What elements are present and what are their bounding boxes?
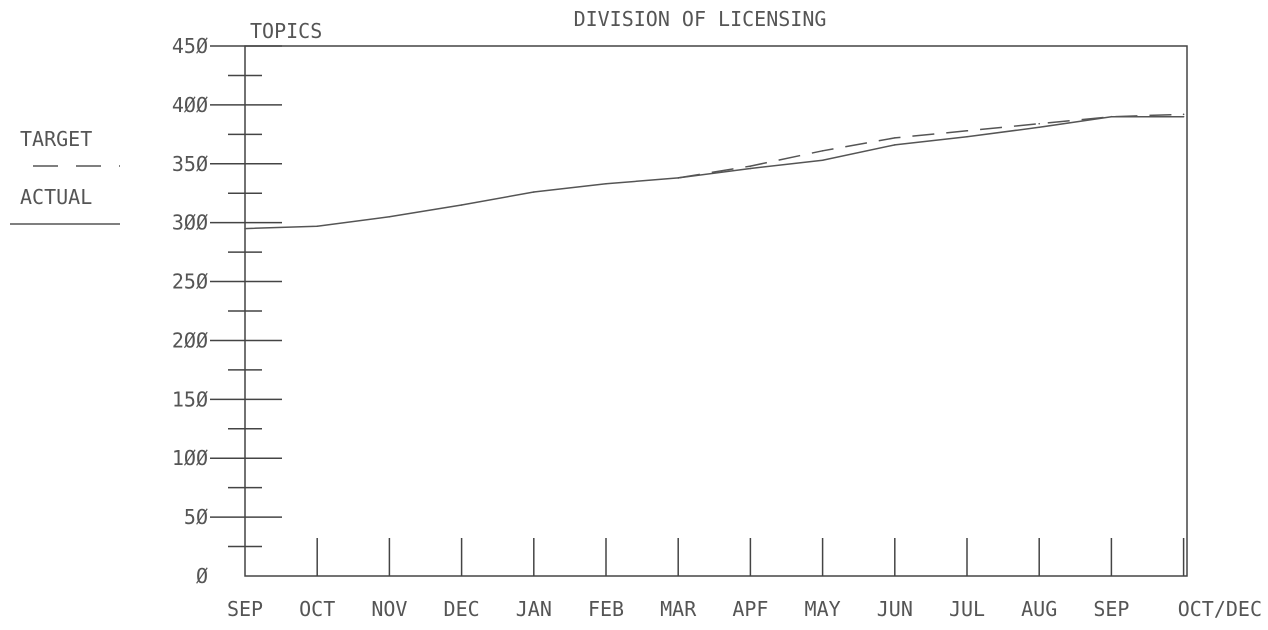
x-axis: SEP OCT NOV DEC JAN FEB MAR APF MAY JUN JUL AUG SEP O… [227,538,1262,621]
data-point-target [894,137,896,139]
x-tick-label: MAR [660,597,697,621]
x-tick-label: NOV [371,597,407,621]
x-tick-label: JUL [949,597,985,621]
data-point-actual [894,144,896,146]
data-point-actual [1182,115,1185,118]
x-tick-label: AUG [1021,597,1057,621]
y-tick-label: 25Ø [172,270,208,294]
x-tick-label: JUN [877,597,913,621]
x-tick-label: JAN [516,597,552,621]
y-axis: Ø 5Ø 1ØØ 15Ø 2ØØ 25Ø 3ØØ 35Ø 4ØØ 45Ø [172,34,282,588]
y-tick-label: 4ØØ [172,93,208,117]
x-tick-label: SEP [227,597,263,621]
y-tick-label: 1ØØ [172,446,208,470]
y-tick-label: Ø [196,564,208,588]
series-line-target [678,113,1184,179]
y-tick-label: 5Ø [184,505,208,529]
y-axis-label: TOPICS [250,19,322,43]
data-point-actual [966,135,968,138]
legend-target-label: TARGET [20,127,92,151]
data-point-target [1110,115,1113,118]
x-tick-label: MAY [805,597,841,621]
series-line-actual [244,115,1184,230]
legend: TARGET ACTUAL [10,127,120,225]
data-point-actual [388,215,391,218]
plot-frame [244,45,1188,577]
data-point-actual [749,167,752,170]
x-tick-label: DEC [444,597,480,621]
data-point-actual [244,227,246,230]
y-tick-label: 45Ø [172,34,208,58]
y-tick-label: 3ØØ [172,211,208,235]
data-point-actual [605,183,607,185]
x-tick-label: FEB [588,597,624,621]
x-tick-label: OCT/DEC [1178,597,1262,621]
data-point-target [821,150,824,152]
data-point-actual [316,225,319,227]
chart-title: DIVISION OF LICENSING [574,7,827,31]
y-tick-label: 2ØØ [172,328,208,352]
x-tick-label: APF [732,597,768,621]
data-point-target [749,165,752,167]
x-tick-label: OCT [299,597,335,621]
x-tick-label: SEP [1093,597,1129,621]
data-point-actual [821,159,824,162]
data-point-target [966,130,968,132]
data-point-target [677,177,679,179]
data-point-target [1182,113,1185,116]
data-point-actual [460,204,463,206]
legend-actual-label: ACTUAL [20,185,92,209]
series-group [244,113,1185,230]
data-point-actual [1038,126,1040,129]
data-point-actual [533,191,535,193]
y-tick-label: 35Ø [172,152,208,176]
y-tick-label: 15Ø [172,387,208,411]
data-point-target [1038,122,1040,125]
